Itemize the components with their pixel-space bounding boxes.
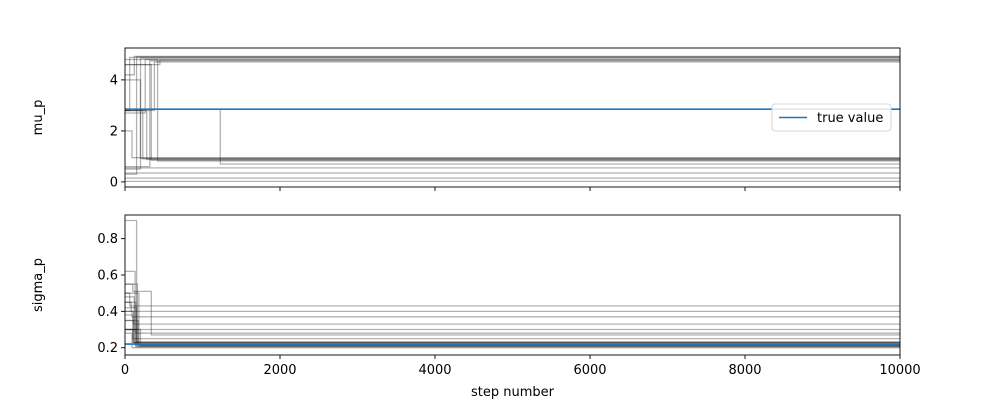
sigma-p-axes-frame [124, 214, 901, 356]
walker-trace-3 [125, 58, 900, 114]
walker-trace-1 [125, 56, 900, 175]
walker-trace-11 [125, 63, 900, 161]
y-tick-label: 2 [110, 124, 118, 139]
walker-trace-6 [125, 59, 900, 66]
y-tick-label: 0.2 [97, 341, 118, 356]
walker-trace-20 [125, 328, 900, 340]
legend-entry-true-value: true value [817, 111, 883, 126]
x-tick-label: 4000 [418, 363, 451, 378]
x-tick-label: 6000 [573, 363, 606, 378]
mu-p-walker-traces [125, 55, 900, 183]
sigma-p-y-axis-label: sigma_p [31, 258, 46, 312]
y-tick-label: 0 [110, 175, 118, 190]
y-tick-label: 4 [110, 73, 118, 88]
walker-trace-12 [125, 314, 900, 344]
y-tick-label: 0.8 [97, 232, 118, 247]
walker-trace-15 [125, 310, 900, 318]
walker-trace-8 [125, 56, 900, 112]
walker-trace-5 [125, 61, 900, 112]
walker-trace-12 [125, 130, 900, 159]
x-tick-label: 8000 [728, 363, 761, 378]
y-tick-label: 0.6 [97, 269, 118, 284]
walker-trace-2 [125, 57, 900, 170]
walker-trace-8 [125, 328, 900, 347]
walker-trace-9 [125, 79, 900, 160]
walker-trace-18 [125, 328, 900, 334]
mu-p-y-axis-label: mu_p [31, 100, 46, 136]
walker-trace-6 [125, 310, 900, 343]
walker-trace-16 [125, 319, 900, 325]
sigma-p-x-ticks: 0 2000 4000 6000 8000 10000 [121, 355, 921, 378]
walker-trace-5 [125, 301, 900, 348]
walker-trace-19 [125, 283, 900, 336]
x-tick-label: 0 [121, 363, 129, 378]
walker-trace-9 [125, 292, 900, 347]
x-axis-label-step-number: step number [471, 385, 555, 400]
mu-p-panel: 0 2 4 mu_p true value [31, 47, 901, 191]
walker-trace-4 [125, 60, 900, 168]
mu-p-x-ticks [124, 187, 901, 191]
sigma-p-panel: 0.2 0.4 0.6 0.8 0 2000 4000 6000 8000 10000 sigm… [31, 214, 921, 400]
legend-frame [771, 103, 892, 132]
walker-trace-10 [125, 109, 900, 161]
x-tick-label: 2000 [263, 363, 296, 378]
mu-p-y-ticks: 0 2 4 [110, 73, 125, 190]
x-tick-label: 10000 [879, 363, 920, 378]
walker-trace-14 [125, 301, 900, 313]
walker-trace-10 [125, 332, 900, 349]
sigma-p-y-ticks: 0.2 0.4 0.6 0.8 [97, 232, 125, 356]
walker-trace-1 [125, 219, 900, 347]
walker-trace-11 [125, 307, 900, 343]
walker-trace-13 [125, 58, 900, 162]
sigma-p-walker-traces [125, 219, 900, 349]
walker-trace-2 [125, 270, 900, 346]
walker-trace-7 [125, 55, 900, 76]
walker-trace-4 [125, 296, 900, 344]
walker-trace-14 [125, 109, 900, 160]
mu-p-axes-frame [124, 47, 901, 188]
walker-trace-13 [125, 292, 900, 307]
legend: true value [771, 103, 892, 132]
y-tick-label: 0.4 [97, 305, 118, 320]
